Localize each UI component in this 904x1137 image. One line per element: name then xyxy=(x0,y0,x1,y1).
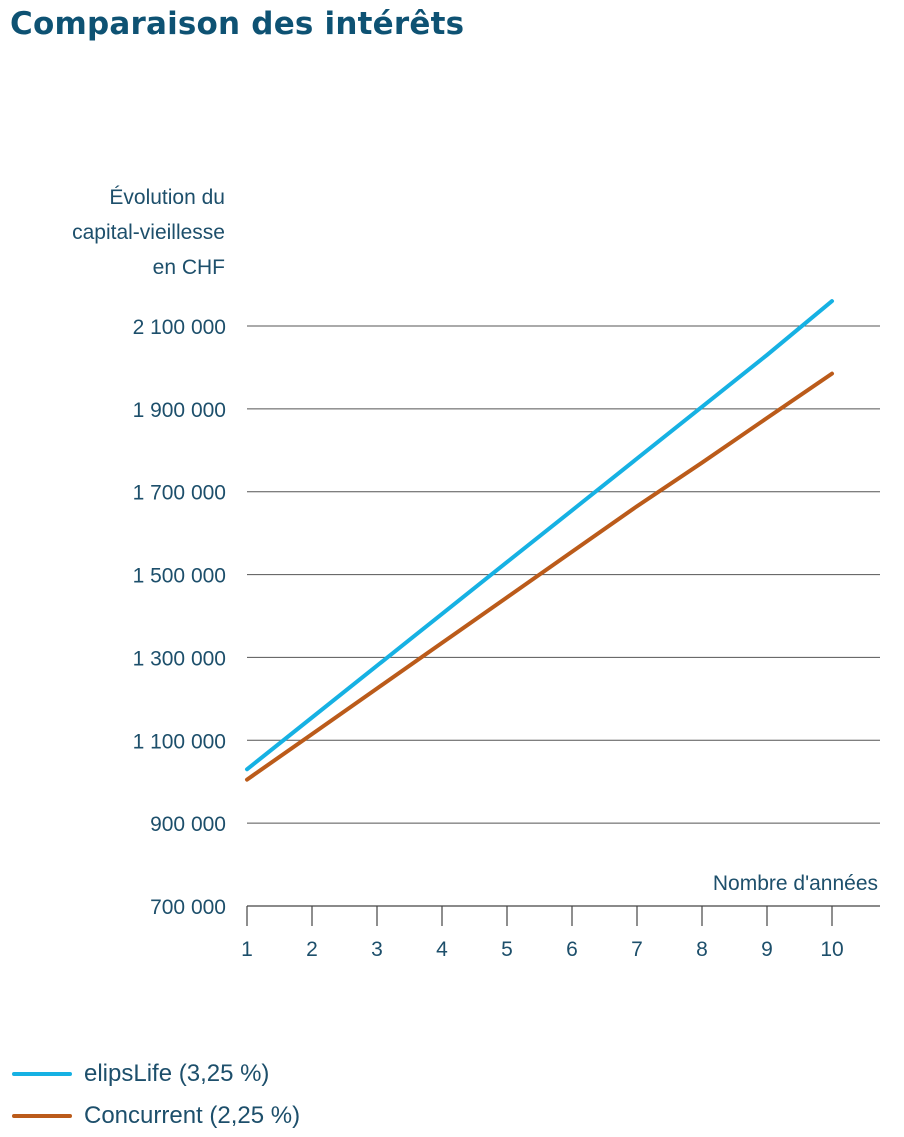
line-chart: 700 000 900 000 1 100 000 1 300 000 1 500 00… xyxy=(133,299,880,961)
y-tick-label: 1 300 000 xyxy=(133,647,226,670)
y-tick-label: 1 100 000 xyxy=(133,730,226,753)
y-tick-label: 700 000 xyxy=(150,896,226,919)
y-tick-label: 1 700 000 xyxy=(133,482,226,505)
legend-item-elipslife: elipsLife (3,25 %) xyxy=(12,1053,300,1095)
x-tick-label: 4 xyxy=(436,938,448,961)
y-tick-label: 1 900 000 xyxy=(133,399,226,422)
y-axis-label-line: en CHF xyxy=(152,256,225,279)
legend-item-concurrent: Concurrent (2,25 %) xyxy=(12,1095,300,1137)
legend-swatch-concurrent xyxy=(12,1114,72,1118)
legend-swatch-elipslife xyxy=(12,1072,72,1076)
y-tick-label: 900 000 xyxy=(150,813,226,836)
x-tick-label: 3 xyxy=(371,938,383,961)
y-axis-label-line: capital-vieillesse xyxy=(72,221,225,244)
y-tick-label: 2 100 000 xyxy=(133,316,226,339)
x-tick-label: 5 xyxy=(501,938,513,961)
legend-label-concurrent: Concurrent (2,25 %) xyxy=(84,1102,301,1129)
x-axis-label: Nombre d'années xyxy=(713,872,878,895)
series-line-elipslife xyxy=(245,299,834,772)
x-tick-label: 10 xyxy=(820,938,843,961)
series-line-concurrent xyxy=(245,371,834,782)
page-title: Comparaison des intérêts xyxy=(10,6,465,42)
x-tick-label: 8 xyxy=(696,938,708,961)
x-tick-label: 6 xyxy=(566,938,578,961)
x-tick-label: 7 xyxy=(631,938,643,961)
x-tick-label: 2 xyxy=(306,938,318,961)
legend: elipsLife (3,25 %) Concurrent (2,25 %) xyxy=(12,1053,300,1137)
x-tick-label: 9 xyxy=(761,938,773,961)
x-tick-label: 1 xyxy=(241,938,253,961)
y-tick-label: 1 500 000 xyxy=(133,565,226,588)
y-axis-label: Évolution du capital-vieillesse en CHF xyxy=(72,180,225,285)
legend-label-elipslife: elipsLife (3,25 %) xyxy=(84,1060,270,1087)
y-axis-label-line: Évolution du xyxy=(109,186,225,209)
